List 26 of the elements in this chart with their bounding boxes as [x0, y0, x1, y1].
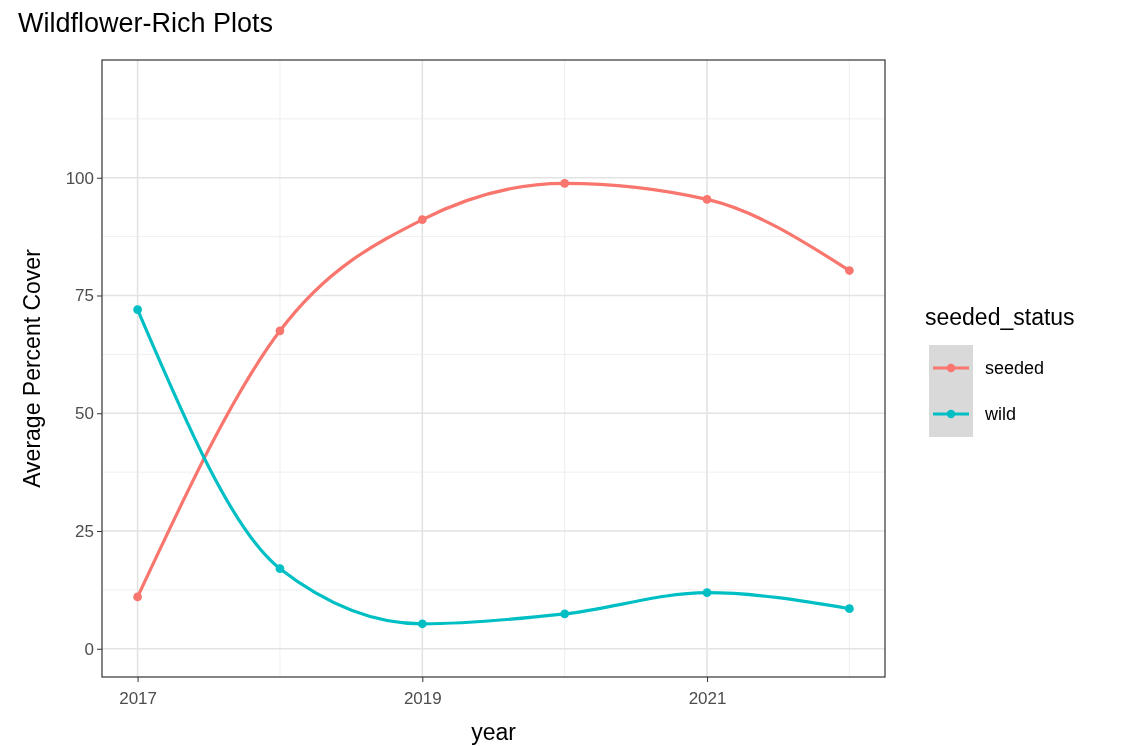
- x-tick-label: 2019: [403, 688, 442, 708]
- legend-title: seeded_status: [925, 304, 1075, 330]
- point: [275, 564, 285, 574]
- point: [702, 195, 712, 204]
- legend-label: wild: [984, 404, 1017, 424]
- point: [133, 592, 142, 602]
- point: [845, 604, 854, 614]
- point: [133, 305, 142, 314]
- point: [275, 326, 285, 336]
- x-tick-label: 2017: [119, 688, 157, 708]
- y-axis-title: Average Percent Cover: [19, 248, 45, 488]
- point: [560, 609, 570, 619]
- point: [417, 215, 427, 225]
- point: [702, 588, 712, 598]
- chart-title: Wildflower-Rich Plots: [18, 8, 274, 38]
- x-axis-title: year: [471, 719, 517, 745]
- y-tick-label: 25: [75, 521, 94, 541]
- y-tick-label: 100: [65, 168, 94, 188]
- legend-label: seeded: [985, 358, 1045, 378]
- point: [845, 266, 854, 275]
- point: [417, 619, 427, 629]
- x-tick-label: 2021: [688, 688, 727, 708]
- point: [560, 179, 570, 188]
- y-tick-label: 75: [75, 286, 94, 306]
- y-tick-label: 50: [75, 404, 94, 424]
- y-tick-label: 0: [84, 639, 94, 659]
